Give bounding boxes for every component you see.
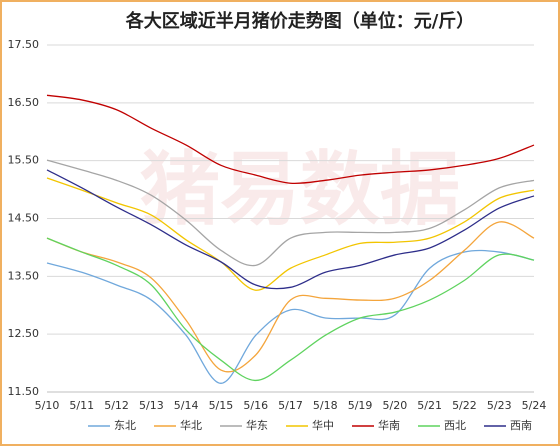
legend-label: 东北: [114, 419, 136, 432]
x-tick-label: 5/22: [452, 399, 477, 412]
chart-title: 各大区域近半月猪价走势图（单位：元/斤）: [125, 10, 475, 32]
legend-label: 华北: [180, 418, 202, 432]
x-tick-label: 5/23: [487, 399, 512, 412]
x-tick-label: 5/24: [522, 399, 547, 412]
series-line: [46, 249, 535, 384]
x-tick-label: 5/11: [69, 399, 94, 412]
y-tick-label: 16.50: [8, 96, 40, 109]
series-line: [46, 159, 535, 267]
y-tick-label: 15.50: [8, 154, 40, 167]
x-tick-label: 5/21: [417, 399, 442, 412]
series-line: [46, 177, 535, 291]
y-tick-label: 13.50: [8, 269, 40, 282]
series-line: [46, 94, 535, 185]
x-tick-label: 5/18: [313, 399, 338, 412]
series-line: [46, 237, 535, 382]
watermark: 猪易数据: [140, 143, 460, 236]
y-tick-label: 11.50: [8, 385, 40, 398]
x-tick-label: 5/17: [278, 399, 303, 412]
x-tick-label: 5/20: [383, 399, 408, 412]
x-tick-label: 5/12: [104, 399, 129, 412]
series-line: [46, 221, 535, 373]
x-tick-label: 5/13: [139, 399, 164, 412]
x-tick-label: 5/14: [174, 399, 199, 412]
x-tick-label: 5/15: [209, 399, 234, 412]
x-tick-label: 5/10: [35, 399, 60, 412]
x-tick-label: 5/19: [348, 399, 373, 412]
legend-label: 西北: [444, 419, 466, 432]
y-tick-label: 12.50: [8, 327, 40, 340]
legend-label: 华东: [246, 418, 268, 432]
legend-label: 华中: [312, 418, 334, 432]
legend-label: 西南: [510, 419, 532, 432]
series-line: [46, 169, 535, 290]
y-tick-label: 17.50: [8, 38, 40, 51]
y-tick-label: 14.50: [8, 212, 40, 225]
legend-label: 华南: [378, 418, 400, 432]
x-tick-label: 5/16: [243, 399, 268, 412]
